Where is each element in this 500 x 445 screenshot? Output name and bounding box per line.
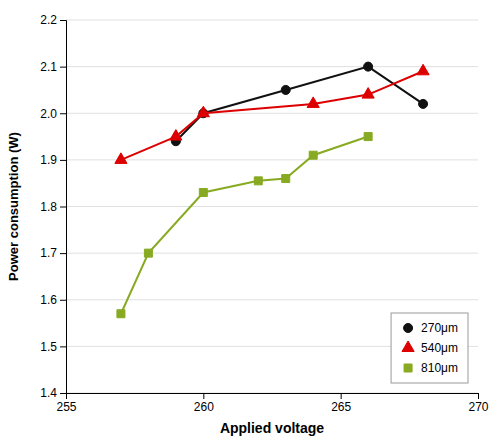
x-axis: 255 260 265 270 [56, 393, 488, 414]
grid-line [66, 253, 478, 254]
legend-marker [402, 341, 414, 352]
y-tick: 2.2 [40, 13, 66, 27]
x-tick: 265 [331, 393, 351, 414]
y-axis: 1.4 1.5 1.6 1.7 1.8 1.9 2.0 2.1 2.2 [40, 13, 66, 400]
x-tick-mark [341, 393, 342, 399]
y-tick: 1.4 [40, 386, 66, 400]
series [115, 64, 429, 163]
series [171, 62, 427, 146]
x-tick-mark [203, 393, 204, 399]
y-tick-label: 1.8 [40, 200, 57, 214]
x-axis-line [67, 394, 479, 400]
y-axis-line [60, 21, 67, 394]
x-tick-label: 265 [331, 400, 351, 414]
x-tick: 270 [468, 393, 488, 414]
y-tick: 2.1 [40, 60, 66, 74]
point [282, 175, 290, 183]
y-tick-label: 1.7 [40, 246, 57, 260]
point [281, 85, 290, 94]
legend-marker [404, 364, 412, 372]
series-line [121, 137, 368, 314]
grid-line [66, 66, 478, 67]
point [170, 130, 182, 141]
point [364, 133, 372, 141]
legend-box [391, 313, 468, 383]
legend-marker [404, 323, 413, 332]
point [254, 177, 262, 185]
y-tick-label: 2.0 [40, 107, 57, 121]
grid-line [66, 159, 478, 160]
point [199, 189, 207, 197]
grid-line [66, 206, 478, 207]
grid [66, 20, 478, 393]
x-tick: 260 [194, 393, 214, 414]
y-tick-label: 1.6 [40, 293, 57, 307]
legend-label: 810μm [421, 361, 458, 375]
y-tick-label: 1.9 [40, 153, 57, 167]
y-tick-mark [60, 207, 66, 208]
y-tick-mark [60, 67, 66, 68]
y-tick: 1.6 [40, 293, 66, 307]
y-tick: 2.0 [40, 107, 66, 121]
y-tick-label: 2.1 [40, 60, 57, 74]
y-tick-mark [60, 393, 66, 394]
y-tick-label: 1.4 [40, 386, 57, 400]
point [417, 64, 429, 75]
x-tick-mark [478, 393, 479, 399]
y-tick-mark [60, 346, 66, 347]
grid-line [66, 113, 478, 114]
legend-item: 810μm [404, 361, 458, 375]
point [197, 106, 209, 117]
y-tick-mark [60, 113, 66, 114]
data-marks [115, 62, 429, 318]
x-tick-label: 260 [194, 400, 214, 414]
legend-label: 270μm [421, 321, 458, 335]
chart: 255 260 265 270 1.4 1.5 1.6 1.7 1.8 1.9 2.0 2.1 2.2 2… [0, 0, 500, 445]
point [362, 88, 374, 99]
point [117, 310, 125, 318]
point [144, 249, 152, 257]
y-tick-mark [60, 20, 66, 21]
plot-area: 255 260 265 270 1.4 1.5 1.6 1.7 1.8 1.9 2.0 2.1 2.2 2… [40, 13, 489, 413]
point [419, 99, 428, 108]
y-tick: 1.9 [40, 153, 66, 167]
x-tick: 255 [56, 393, 76, 414]
series-line [121, 71, 423, 160]
y-tick-mark [60, 160, 66, 161]
point [309, 151, 317, 159]
legend-label: 540μm [421, 341, 458, 355]
y-tick-label: 2.2 [40, 13, 57, 27]
x-tick-label: 255 [56, 400, 76, 414]
grid-line [66, 20, 478, 21]
y-tick-mark [60, 253, 66, 254]
y-tick-mark [60, 300, 66, 301]
y-axis-title: Power consumption (W) [6, 132, 21, 281]
y-tick-label: 1.5 [40, 340, 57, 354]
y-tick: 1.5 [40, 340, 66, 354]
x-axis-title: Applied voltage [220, 420, 324, 436]
y-tick: 1.7 [40, 246, 66, 260]
series-line [176, 67, 423, 142]
series [117, 133, 372, 318]
legend-item: 540μm [402, 341, 458, 355]
point [364, 62, 373, 71]
legend-item: 270μm [404, 321, 458, 335]
legend: 270μm 540μm 810μm [391, 313, 468, 383]
point [307, 97, 319, 108]
point [115, 153, 127, 164]
y-tick: 1.8 [40, 200, 66, 214]
x-tick-label: 270 [468, 400, 488, 414]
